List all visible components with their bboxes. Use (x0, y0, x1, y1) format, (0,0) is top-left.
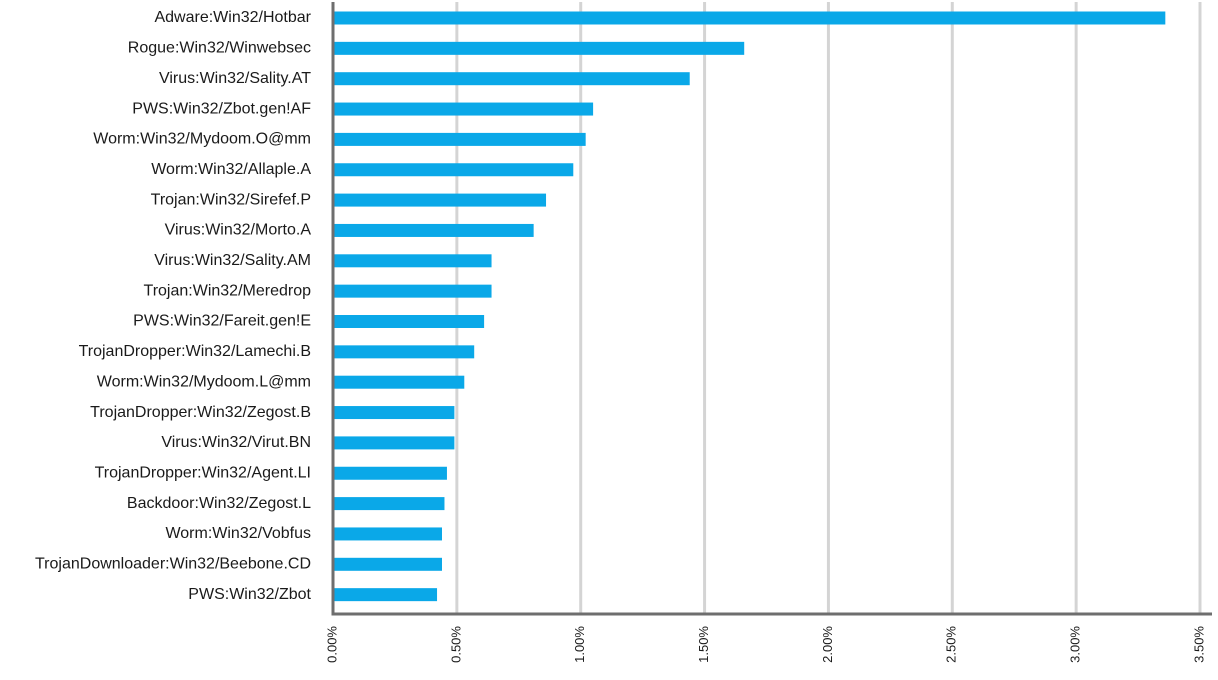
category-label: Adware:Win32/Hotbar (154, 9, 311, 26)
category-label: PWS:Win32/Zbot.gen!AF (132, 100, 311, 117)
x-tick-label: 3.50% (1191, 626, 1206, 663)
category-label: Virus:Win32/Sality.AT (159, 70, 311, 87)
grid-lines (455, 2, 1202, 614)
category-label: PWS:Win32/Fareit.gen!E (133, 313, 311, 330)
category-label: Worm:Win32/Mydoom.O@mm (93, 131, 311, 148)
bar (333, 284, 492, 298)
x-tick-label: 2.50% (944, 626, 959, 663)
category-label: Virus:Win32/Morto.A (165, 222, 312, 239)
category-label: Trojan:Win32/Meredrop (144, 282, 312, 299)
bar (333, 163, 574, 177)
bar (333, 11, 1166, 25)
bars (333, 11, 1166, 602)
bar (333, 345, 475, 359)
category-label: Worm:Win32/Allaple.A (151, 161, 311, 178)
category-label: Virus:Win32/Sality.AM (154, 252, 311, 269)
x-tick-label: 2.00% (820, 626, 835, 663)
x-tick-label: 0.00% (324, 626, 339, 663)
bar (333, 315, 485, 328)
category-label: Rogue:Win32/Winwebsec (128, 40, 311, 57)
bar (333, 497, 445, 511)
x-tick-label: 3.00% (1068, 626, 1083, 663)
bar (333, 223, 534, 237)
bar (333, 254, 492, 268)
x-tick-label: 0.50% (448, 626, 463, 663)
category-label: Virus:Win32/Virut.BN (161, 434, 311, 451)
bar (333, 466, 447, 480)
bar (333, 557, 442, 571)
x-tick-label: 1.00% (572, 626, 587, 663)
bar (333, 375, 465, 389)
bar (333, 102, 594, 116)
category-label: Worm:Win32/Mydoom.L@mm (97, 373, 311, 390)
bar (333, 436, 455, 450)
bar (333, 72, 690, 86)
axes (331, 2, 1212, 616)
bar (333, 527, 442, 541)
category-labels: Adware:Win32/Hotbar Rogue:Win32/Winwebsec… (35, 9, 312, 603)
category-label: Trojan:Win32/Sirefef.P (151, 191, 311, 208)
x-tick-labels: 0.00% 0.50% 1.00% 1.50% 2.00% 2.50% 3.00% 3.50% (324, 626, 1206, 663)
category-label: Backdoor:Win32/Zegost.L (127, 495, 311, 512)
x-tick-label: 1.50% (696, 626, 711, 663)
category-label: Worm:Win32/Vobfus (165, 525, 311, 542)
category-label: TrojanDownloader:Win32/Beebone.CD (35, 556, 311, 573)
bar (333, 588, 438, 602)
bar (333, 41, 745, 55)
bar (333, 406, 455, 420)
category-label: TrojanDropper:Win32/Lamechi.B (79, 343, 311, 360)
bar (333, 132, 586, 146)
bar (333, 193, 547, 207)
category-label: TrojanDropper:Win32/Agent.LI (95, 464, 311, 481)
category-label: PWS:Win32/Zbot (188, 586, 311, 603)
category-label: TrojanDropper:Win32/Zegost.B (90, 404, 311, 421)
